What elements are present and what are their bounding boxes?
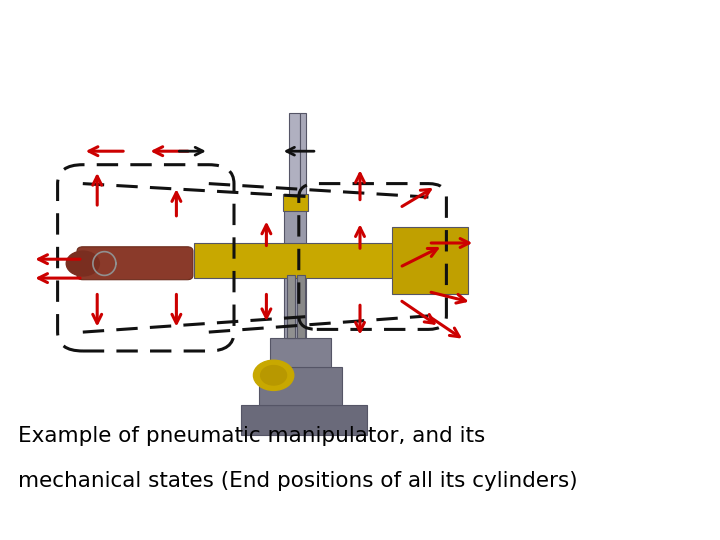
FancyBboxPatch shape <box>241 405 367 435</box>
Text: mechanical states (End positions of all its cylinders): mechanical states (End positions of all … <box>18 471 577 491</box>
FancyBboxPatch shape <box>392 227 468 294</box>
FancyBboxPatch shape <box>259 367 342 405</box>
Circle shape <box>66 251 99 276</box>
FancyBboxPatch shape <box>289 113 300 202</box>
FancyBboxPatch shape <box>270 338 331 367</box>
FancyBboxPatch shape <box>287 275 295 338</box>
Text: Example of pneumatic manipulator, and its: Example of pneumatic manipulator, and it… <box>18 426 485 446</box>
FancyBboxPatch shape <box>300 113 306 200</box>
Circle shape <box>253 360 294 390</box>
FancyBboxPatch shape <box>77 247 193 280</box>
Circle shape <box>261 366 287 385</box>
FancyBboxPatch shape <box>194 243 403 278</box>
FancyBboxPatch shape <box>283 194 308 211</box>
FancyBboxPatch shape <box>284 202 306 338</box>
FancyBboxPatch shape <box>297 275 305 338</box>
